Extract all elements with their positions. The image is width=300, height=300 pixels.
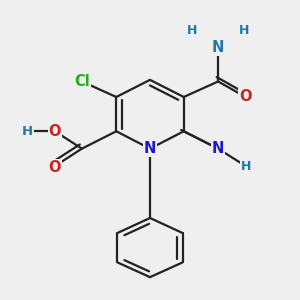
Text: Cl: Cl <box>74 74 90 89</box>
Text: H: H <box>22 125 33 138</box>
Text: N: N <box>144 141 156 156</box>
Text: H: H <box>187 24 197 38</box>
Text: O: O <box>49 124 61 139</box>
Text: H: H <box>239 24 249 38</box>
Text: H: H <box>241 160 251 172</box>
Text: O: O <box>239 89 252 104</box>
Text: N: N <box>212 40 224 55</box>
Text: O: O <box>49 160 61 175</box>
Text: N: N <box>212 141 224 156</box>
